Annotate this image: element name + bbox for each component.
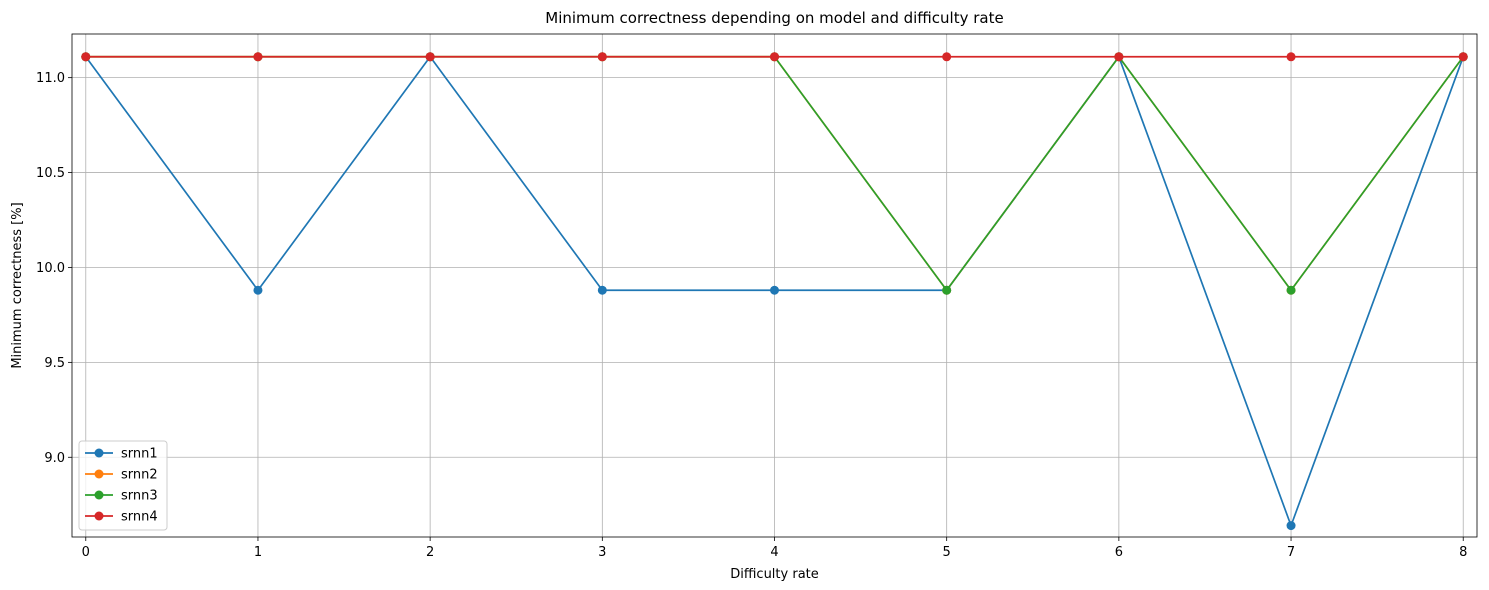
plot-series	[81, 52, 1468, 531]
y-tick-label: 10.0	[36, 261, 65, 276]
data-point	[253, 285, 263, 295]
x-tick-label: 0	[82, 545, 90, 560]
y-tick-label: 11.0	[36, 71, 65, 86]
data-point	[597, 52, 607, 62]
legend-item-srnn1: srnn1	[85, 447, 158, 462]
data-point	[1458, 52, 1468, 62]
x-tick-label: 5	[943, 545, 951, 560]
legend-item-srnn4: srnn4	[85, 510, 158, 525]
y-axis-ticks: 9.0 9.5 10.0 10.5 11.0	[36, 71, 72, 466]
y-tick-label: 9.0	[44, 451, 65, 466]
legend-marker	[94, 448, 104, 458]
data-point	[1286, 52, 1296, 62]
legend-label: srnn4	[121, 510, 158, 525]
data-point	[770, 52, 779, 62]
legend-label: srnn2	[121, 468, 158, 483]
data-point	[81, 52, 91, 62]
legend: srnn1 srnn2 srnn3 srnn4	[78, 440, 168, 531]
x-axis-ticks: 0 1 2 3 4 5 6 7 8	[82, 537, 1467, 560]
grid-lines	[72, 34, 1477, 537]
legend-marker	[94, 511, 104, 521]
y-axis-label: Minimum correctness [%]	[10, 202, 25, 368]
chart-title: Minimum correctness depending on model a…	[545, 9, 1003, 27]
legend-marker	[94, 490, 104, 500]
data-point	[1114, 52, 1124, 62]
legend-label: srnn1	[121, 447, 158, 462]
y-tick-label: 10.5	[36, 166, 65, 181]
x-tick-label: 2	[426, 545, 434, 560]
data-point	[425, 52, 435, 62]
x-tick-label: 7	[1287, 545, 1295, 560]
legend-item-srnn3: srnn3	[85, 489, 158, 504]
x-tick-label: 3	[598, 545, 606, 560]
data-point	[942, 285, 952, 295]
series-srnn4	[81, 52, 1468, 62]
legend-label: srnn3	[121, 489, 158, 504]
legend-item-srnn2: srnn2	[85, 468, 158, 483]
data-point	[770, 285, 779, 295]
data-point	[1286, 285, 1296, 295]
data-point	[597, 285, 607, 295]
x-tick-label: 6	[1115, 545, 1123, 560]
x-tick-label: 1	[254, 545, 262, 560]
x-axis-label: Difficulty rate	[730, 567, 819, 582]
data-point	[942, 52, 952, 62]
data-point	[1286, 521, 1296, 531]
data-point	[253, 52, 263, 62]
x-tick-label: 4	[770, 545, 778, 560]
x-tick-label: 8	[1459, 545, 1467, 560]
y-tick-label: 9.5	[44, 356, 65, 371]
legend-marker	[94, 469, 104, 479]
legend-box	[78, 440, 168, 531]
